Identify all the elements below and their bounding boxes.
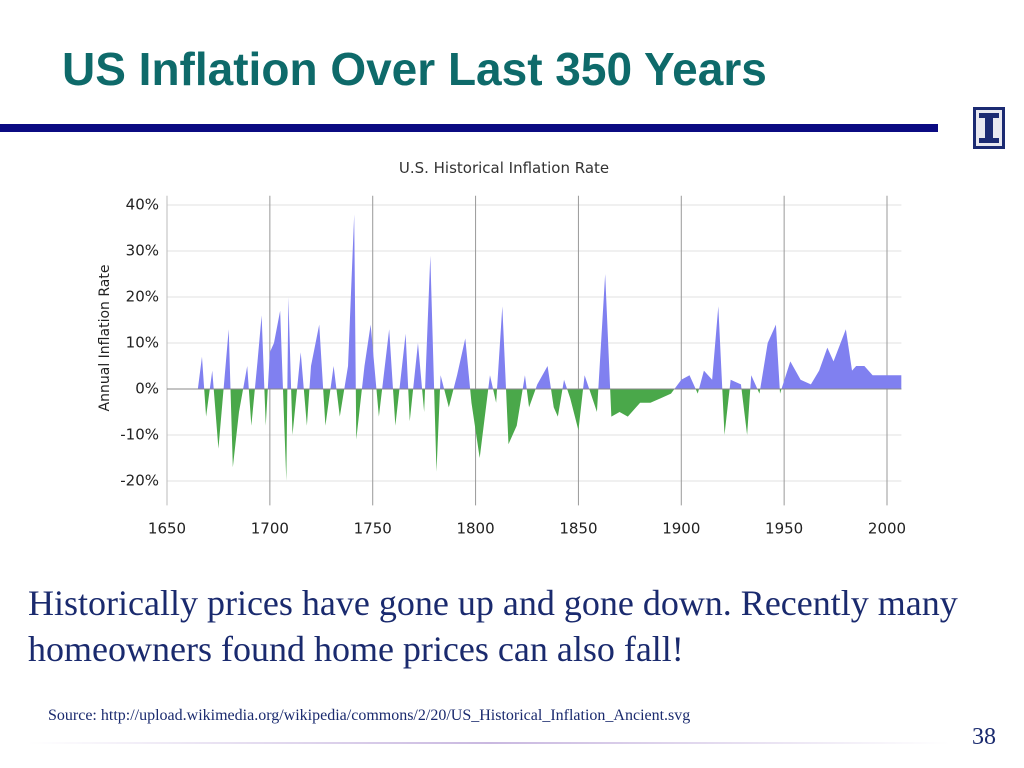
x-tick-label: 1800 — [456, 520, 494, 538]
plot: -20% -10% 0% 10% 20% 30% 40% 1650 1700 1750 1800 18… — [120, 196, 906, 538]
positive-area — [197, 214, 902, 389]
logo — [973, 107, 1005, 149]
y-tick-label: 30% — [126, 242, 159, 260]
y-axis-label: Annual Inflation Rate — [97, 265, 113, 412]
slide-title: US Inflation Over Last 350 Years — [62, 43, 767, 95]
y-tick-label: -20% — [120, 472, 159, 490]
x-tick-label: 1900 — [662, 520, 700, 538]
y-tick-label: -10% — [120, 426, 159, 444]
y-tick-label: 0% — [135, 380, 159, 398]
x-tick-label: 1950 — [765, 520, 803, 538]
footer-rule — [28, 742, 950, 744]
x-tick-label: 2000 — [868, 520, 906, 538]
body-text: Historically prices have gone up and gon… — [28, 583, 958, 669]
x-tick-label: 1700 — [251, 520, 289, 538]
chart-title: U.S. Historical Inflation Rate — [399, 159, 609, 177]
x-tick-label: 1750 — [354, 520, 392, 538]
page-number: 38 — [972, 724, 996, 750]
source: Source: http://upload.wikimedia.org/wiki… — [48, 707, 690, 724]
y-tick-label: 20% — [126, 288, 159, 306]
x-tick-label: 1650 — [148, 520, 186, 538]
title-rule — [0, 124, 938, 132]
y-tick-label: 10% — [126, 334, 159, 352]
x-tick-label: 1850 — [559, 520, 597, 538]
y-tick-label: 40% — [126, 196, 159, 214]
negative-area — [197, 389, 902, 481]
